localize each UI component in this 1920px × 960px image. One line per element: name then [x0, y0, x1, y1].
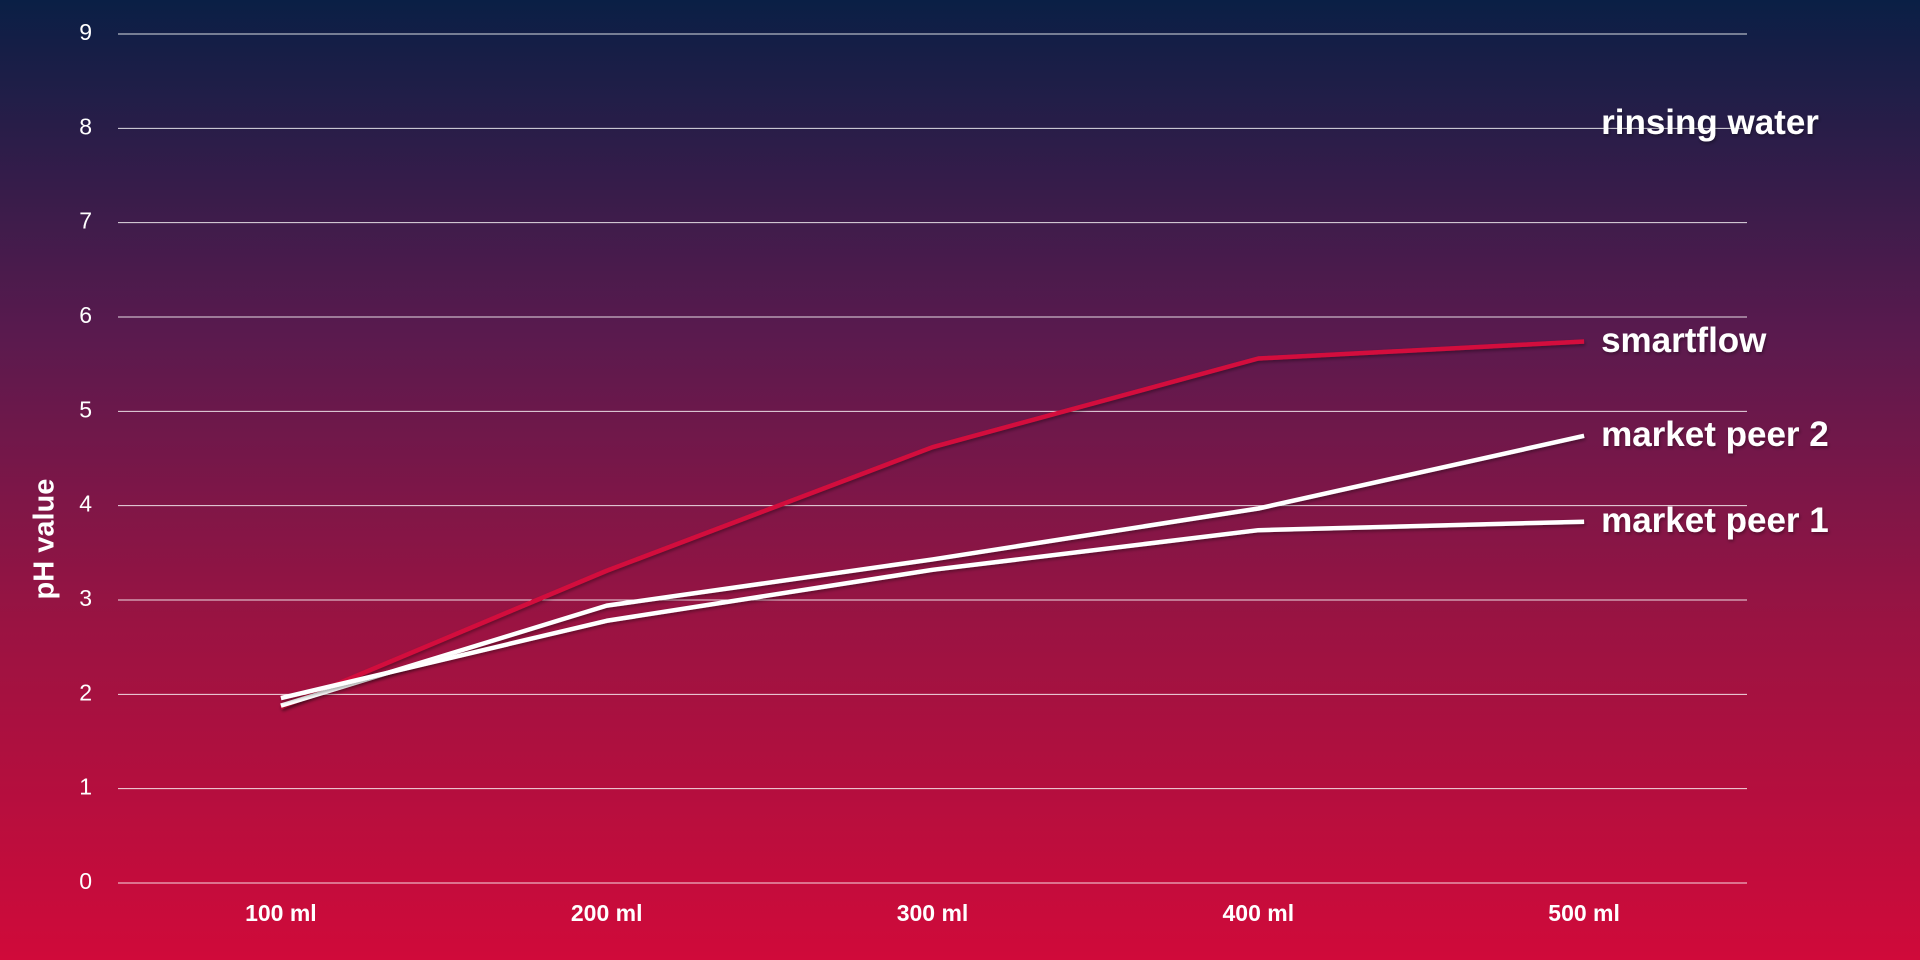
series-label: smartflow [1601, 321, 1767, 360]
x-tick-label: 300 ml [897, 900, 969, 926]
y-tick-label: 7 [79, 208, 92, 234]
series-label: rinsing water [1601, 103, 1819, 142]
y-tick-label: 4 [79, 491, 92, 517]
series-line [280, 339, 1585, 710]
x-tick-label: 400 ml [1222, 900, 1294, 926]
y-tick-label: 6 [79, 302, 92, 328]
y-tick-label: 8 [79, 113, 92, 139]
y-tick-label: 1 [79, 774, 92, 800]
series-label: market peer 2 [1601, 415, 1829, 454]
series-line [280, 433, 1585, 708]
series-label: market peer 1 [1601, 501, 1829, 540]
x-tick-label: 100 ml [245, 900, 317, 926]
y-tick-label: 3 [79, 585, 92, 611]
y-tick-label: 0 [79, 868, 92, 894]
y-tick-label: 2 [79, 679, 92, 705]
series-line [280, 519, 1585, 701]
y-tick-label: 5 [79, 396, 92, 422]
x-tick-label: 200 ml [571, 900, 643, 926]
y-tick-label: 9 [79, 19, 92, 45]
x-tick-label: 500 ml [1548, 900, 1620, 926]
y-axis-title: pH value [29, 479, 61, 600]
